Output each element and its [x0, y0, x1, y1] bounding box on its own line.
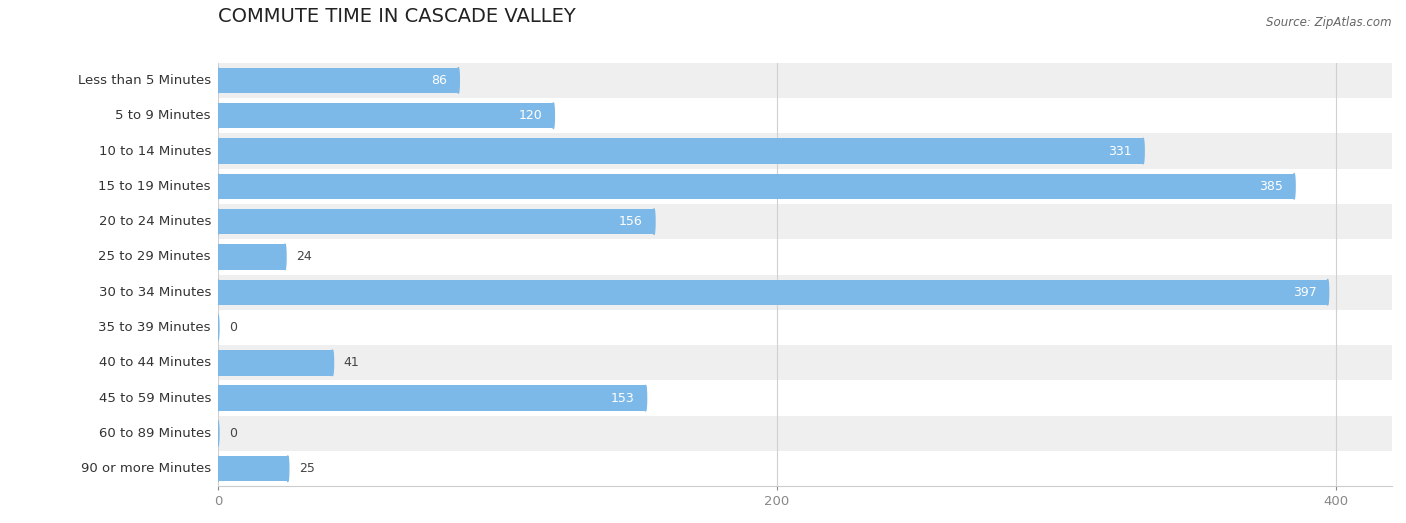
Text: 385: 385 [1258, 180, 1282, 193]
Bar [218, 209, 654, 234]
Circle shape [332, 350, 333, 376]
Bar [218, 244, 285, 270]
Text: 0: 0 [229, 427, 238, 440]
Text: 35 to 39 Minutes: 35 to 39 Minutes [98, 321, 211, 334]
Bar [218, 451, 1392, 486]
Bar [218, 279, 1327, 305]
Bar [218, 416, 1392, 451]
Circle shape [217, 350, 219, 376]
Circle shape [457, 67, 460, 93]
Circle shape [217, 209, 219, 234]
Circle shape [217, 138, 219, 164]
Bar [218, 138, 1143, 164]
Circle shape [1294, 174, 1295, 199]
Circle shape [217, 279, 219, 305]
Circle shape [1142, 138, 1144, 164]
Text: 30 to 34 Minutes: 30 to 34 Minutes [98, 286, 211, 299]
Bar [218, 133, 1392, 168]
Text: Less than 5 Minutes: Less than 5 Minutes [77, 74, 211, 87]
Text: 5 to 9 Minutes: 5 to 9 Minutes [115, 109, 211, 122]
Text: 24: 24 [297, 251, 312, 264]
Circle shape [217, 244, 219, 270]
Bar [218, 98, 1392, 133]
Circle shape [217, 420, 219, 446]
Circle shape [217, 67, 219, 93]
Circle shape [217, 315, 219, 340]
Text: 41: 41 [343, 356, 360, 369]
Text: 120: 120 [519, 109, 543, 122]
Circle shape [284, 244, 285, 270]
Bar [218, 174, 1294, 199]
Bar [218, 345, 1392, 381]
Text: COMMUTE TIME IN CASCADE VALLEY: COMMUTE TIME IN CASCADE VALLEY [218, 7, 575, 26]
Bar [218, 310, 1392, 345]
Circle shape [217, 103, 219, 129]
Bar [218, 385, 645, 411]
Bar [218, 103, 554, 129]
Circle shape [652, 209, 655, 234]
Text: 15 to 19 Minutes: 15 to 19 Minutes [98, 180, 211, 193]
Text: 45 to 59 Minutes: 45 to 59 Minutes [98, 392, 211, 405]
Circle shape [217, 385, 219, 411]
Text: 86: 86 [432, 74, 447, 87]
Bar [218, 67, 458, 93]
Text: 90 or more Minutes: 90 or more Minutes [80, 462, 211, 475]
Bar [218, 456, 288, 482]
Bar [218, 63, 1392, 98]
Circle shape [217, 174, 219, 199]
Bar [218, 381, 1392, 416]
Bar [218, 204, 1392, 240]
Circle shape [217, 456, 219, 482]
Text: 40 to 44 Minutes: 40 to 44 Minutes [98, 356, 211, 369]
Bar [218, 168, 1392, 204]
Text: 331: 331 [1108, 144, 1132, 157]
Text: 0: 0 [229, 321, 238, 334]
Circle shape [287, 456, 288, 482]
Bar [218, 240, 1392, 275]
Bar [218, 275, 1392, 310]
Circle shape [553, 103, 554, 129]
Circle shape [644, 385, 647, 411]
Text: 153: 153 [610, 392, 634, 405]
Text: 20 to 24 Minutes: 20 to 24 Minutes [98, 215, 211, 228]
Text: 10 to 14 Minutes: 10 to 14 Minutes [98, 144, 211, 157]
Text: Source: ZipAtlas.com: Source: ZipAtlas.com [1267, 16, 1392, 29]
Text: 397: 397 [1292, 286, 1316, 299]
Circle shape [1327, 279, 1329, 305]
Text: 60 to 89 Minutes: 60 to 89 Minutes [98, 427, 211, 440]
Bar [218, 350, 333, 376]
Text: 25: 25 [299, 462, 315, 475]
Text: 25 to 29 Minutes: 25 to 29 Minutes [98, 251, 211, 264]
Text: 156: 156 [619, 215, 643, 228]
